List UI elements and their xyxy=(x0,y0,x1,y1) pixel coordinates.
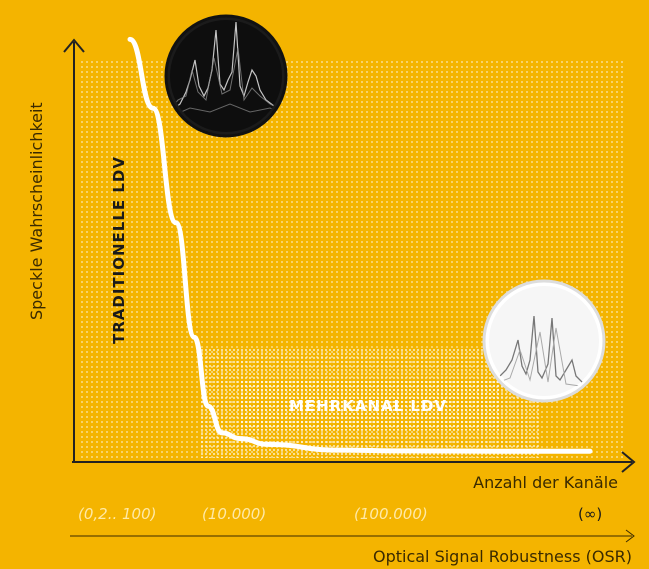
noisy-spectrum-icon xyxy=(164,14,288,138)
traditional-ldv-label: TRADITIONELLE LDV xyxy=(110,156,128,344)
osr-axis-label: Optical Signal Robustness (OSR) xyxy=(373,547,632,566)
series-line xyxy=(127,36,593,454)
osr-tick-label: (100.000) xyxy=(354,505,428,523)
osr-tick-labels: (0,2.. 100) (10.000) (100.000) (∞) xyxy=(78,505,602,523)
osr-tick-label: (10.000) xyxy=(202,505,266,523)
x-axis-arrow xyxy=(621,451,636,473)
osr-axis-arrow xyxy=(625,529,635,543)
x-axis-label: Anzahl der Kanäle xyxy=(473,473,618,492)
dotted-region-inner xyxy=(240,380,500,430)
y-axis-label: Speckle Wahrscheinlichkeit xyxy=(27,102,46,320)
y-axis-arrow xyxy=(63,38,85,53)
osr-tick-label: (0,2.. 100) xyxy=(78,505,157,523)
clean-spectrum-icon xyxy=(482,279,606,403)
osr-tick-label: (∞) xyxy=(578,505,602,523)
multichannel-ldv-label: MEHRKANAL LDV xyxy=(289,397,447,415)
